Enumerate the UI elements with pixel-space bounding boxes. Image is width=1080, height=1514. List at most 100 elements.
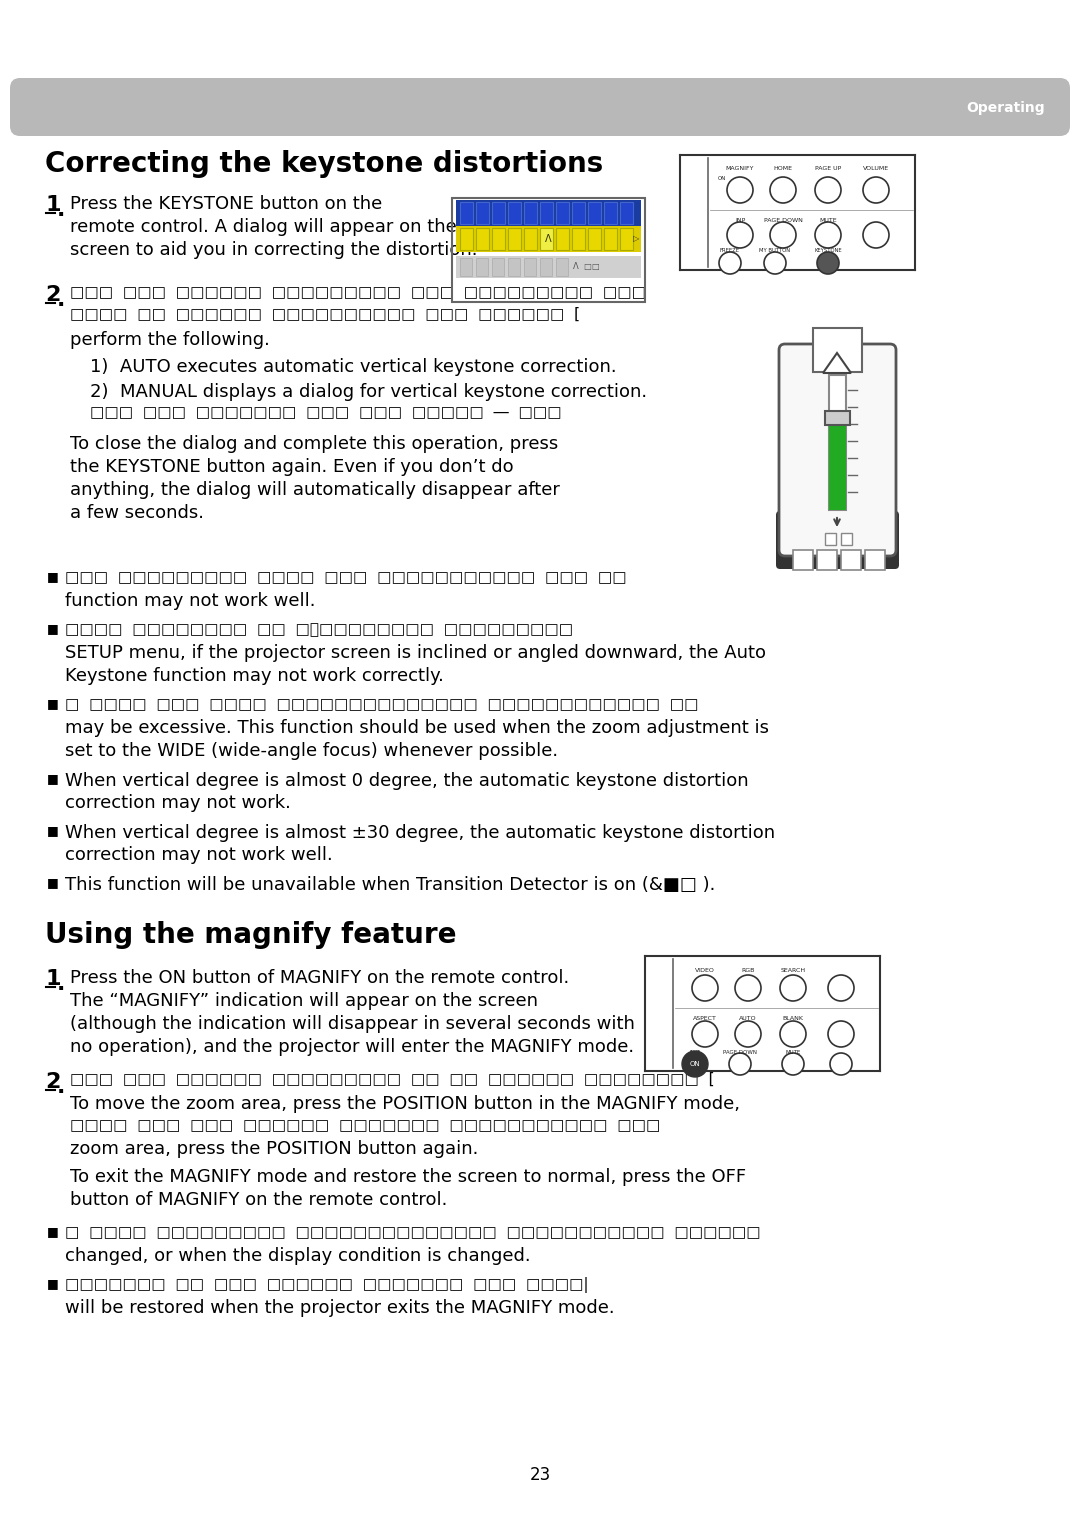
Text: .: . xyxy=(57,291,66,310)
Text: BLANK: BLANK xyxy=(783,1016,804,1022)
Text: □□□  □□□  □□□□□□□  □□□  □□□  □□□□□  ―  □□□: □□□ □□□ □□□□□□□ □□□ □□□ □□□□□ ― □□□ xyxy=(90,406,562,419)
Circle shape xyxy=(729,1054,751,1075)
Text: □□□□□□□  □□  □□□  □□□□□□  □□□□□□□  □□□  □□□□|: □□□□□□□ □□ □□□ □□□□□□ □□□□□□□ □□□ □□□□| xyxy=(65,1276,589,1293)
Text: ■: ■ xyxy=(48,824,58,837)
Text: ON: ON xyxy=(690,1061,700,1067)
FancyBboxPatch shape xyxy=(456,256,642,279)
Text: no operation), and the projector will enter the MAGNIFY mode.: no operation), and the projector will en… xyxy=(70,1039,634,1055)
Text: ■: ■ xyxy=(48,696,58,710)
Bar xyxy=(865,550,885,569)
Text: changed, or when the display condition is changed.: changed, or when the display condition i… xyxy=(65,1248,530,1266)
FancyBboxPatch shape xyxy=(588,229,600,250)
Text: ▷: ▷ xyxy=(633,235,639,244)
Text: ■: ■ xyxy=(48,1276,58,1290)
Text: FREEZE: FREEZE xyxy=(720,248,740,253)
Bar xyxy=(825,533,836,545)
Text: a few seconds.: a few seconds. xyxy=(70,504,204,522)
Text: To exit the MAGNIFY mode and restore the screen to normal, press the OFF: To exit the MAGNIFY mode and restore the… xyxy=(70,1167,746,1185)
Circle shape xyxy=(719,251,741,274)
FancyBboxPatch shape xyxy=(620,229,633,250)
FancyBboxPatch shape xyxy=(10,79,1070,136)
Bar xyxy=(829,375,846,510)
Text: function may not work well.: function may not work well. xyxy=(65,592,315,610)
FancyBboxPatch shape xyxy=(620,201,633,224)
FancyBboxPatch shape xyxy=(476,257,488,276)
FancyBboxPatch shape xyxy=(556,229,569,250)
FancyBboxPatch shape xyxy=(777,512,899,569)
FancyBboxPatch shape xyxy=(572,229,585,250)
Text: AUTO: AUTO xyxy=(739,1016,757,1022)
Circle shape xyxy=(815,223,841,248)
Text: □□□□  □□□□□□□□  □□  □⎕□□□□□□□□  □□□□□□□□□: □□□□ □□□□□□□□ □□ □⎕□□□□□□□□ □□□□□□□□□ xyxy=(65,622,573,637)
FancyBboxPatch shape xyxy=(540,229,553,250)
Text: remote control. A dialog will appear on the: remote control. A dialog will appear on … xyxy=(70,218,457,236)
Circle shape xyxy=(692,1020,718,1048)
FancyBboxPatch shape xyxy=(813,329,862,372)
Text: .: . xyxy=(57,200,66,220)
Text: screen to aid you in correcting the distortion.: screen to aid you in correcting the dist… xyxy=(70,241,477,259)
Polygon shape xyxy=(823,353,851,372)
Circle shape xyxy=(770,177,796,203)
Circle shape xyxy=(735,1020,761,1048)
Text: Λ  □□: Λ □□ xyxy=(573,262,599,271)
Text: The “MAGNIFY” indication will appear on the screen: The “MAGNIFY” indication will appear on … xyxy=(70,992,538,1010)
FancyBboxPatch shape xyxy=(588,201,600,224)
Text: Press the KEYSTONE button on the: Press the KEYSTONE button on the xyxy=(70,195,382,213)
Circle shape xyxy=(780,975,806,1001)
Text: □  □□□□  □□□□□□□□□  □□□□□□□□□□□□□□  □□□□□□□□□□□  □□□□□□: □ □□□□ □□□□□□□□□ □□□□□□□□□□□□□□ □□□□□□□□… xyxy=(65,1225,760,1240)
Text: To close the dialog and complete this operation, press: To close the dialog and complete this op… xyxy=(70,435,558,453)
Text: Λ: Λ xyxy=(544,235,551,244)
Text: ON: ON xyxy=(718,177,726,182)
Text: INP: INP xyxy=(734,218,745,223)
FancyBboxPatch shape xyxy=(460,229,473,250)
Text: □□□□  □□  □□□□□□  □□□□□□□□□□  □□□  □□□□□□  [: □□□□ □□ □□□□□□ □□□□□□□□□□ □□□ □□□□□□ [ xyxy=(70,307,580,322)
Circle shape xyxy=(831,1054,852,1075)
Text: HOME: HOME xyxy=(773,167,793,171)
Text: correction may not work well.: correction may not work well. xyxy=(65,846,333,864)
Text: .: . xyxy=(57,1076,66,1098)
Text: IN/T: IN/T xyxy=(689,1049,701,1054)
Text: When vertical degree is almost ±30 degree, the automatic keystone distortion: When vertical degree is almost ±30 degre… xyxy=(65,824,775,842)
Text: ■: ■ xyxy=(48,622,58,634)
Bar xyxy=(841,533,852,545)
Text: Keystone function may not work correctly.: Keystone function may not work correctly… xyxy=(65,668,444,684)
FancyBboxPatch shape xyxy=(524,257,536,276)
Circle shape xyxy=(815,177,841,203)
Text: 2)  MANUAL displays a dialog for vertical keystone correction.: 2) MANUAL displays a dialog for vertical… xyxy=(90,383,647,401)
Circle shape xyxy=(780,1020,806,1048)
FancyBboxPatch shape xyxy=(540,257,552,276)
Text: When vertical degree is almost 0 degree, the automatic keystone distortion: When vertical degree is almost 0 degree,… xyxy=(65,772,748,790)
Text: □  □□□□  □□□  □□□□  □□□□□□□□□□□□□□  □□□□□□□□□□□□  □□: □ □□□□ □□□ □□□□ □□□□□□□□□□□□□□ □□□□□□□□□… xyxy=(65,696,699,712)
Circle shape xyxy=(681,1051,708,1076)
Text: ■: ■ xyxy=(48,569,58,583)
Text: VIDEO: VIDEO xyxy=(696,967,715,972)
Text: □□□  □□□  □□□□□□  □□□□□□□□□  □□  □□  □□□□□□  □□□□□□□□  [: □□□ □□□ □□□□□□ □□□□□□□□□ □□ □□ □□□□□□ □□… xyxy=(70,1072,715,1087)
Text: PAGE UP: PAGE UP xyxy=(815,167,841,171)
FancyBboxPatch shape xyxy=(508,201,521,224)
Text: ■: ■ xyxy=(48,1225,58,1238)
Text: .: . xyxy=(57,974,66,995)
Text: To move the zoom area, press the POSITION button in the MAGNIFY mode,: To move the zoom area, press the POSITIO… xyxy=(70,1095,740,1113)
Circle shape xyxy=(863,177,889,203)
Bar xyxy=(841,550,861,569)
Circle shape xyxy=(770,223,796,248)
Text: button of MAGNIFY on the remote control.: button of MAGNIFY on the remote control. xyxy=(70,1192,447,1210)
Text: KEYSTONE: KEYSTONE xyxy=(814,248,841,253)
Text: MAGNIFY: MAGNIFY xyxy=(726,167,754,171)
Circle shape xyxy=(692,975,718,1001)
FancyBboxPatch shape xyxy=(492,201,505,224)
Text: 1)  AUTO executes automatic vertical keystone correction.: 1) AUTO executes automatic vertical keys… xyxy=(90,357,617,375)
Bar xyxy=(825,410,850,425)
Text: 2: 2 xyxy=(45,1072,60,1092)
FancyBboxPatch shape xyxy=(476,229,489,250)
FancyBboxPatch shape xyxy=(460,201,473,224)
Text: □□□  □□□  □□□□□□  □□□□□□□□□  □□□  □□□□□□□□□  □□□: □□□ □□□ □□□□□□ □□□□□□□□□ □□□ □□□□□□□□□ □… xyxy=(70,285,646,300)
Circle shape xyxy=(828,975,854,1001)
Text: correction may not work.: correction may not work. xyxy=(65,793,291,812)
FancyBboxPatch shape xyxy=(604,201,617,224)
Text: SEARCH: SEARCH xyxy=(781,967,806,972)
Text: □□□  □□□□□□□□□  □□□□  □□□  □□□□□□□□□□□  □□□  □□: □□□ □□□□□□□□□ □□□□ □□□ □□□□□□□□□□□ □□□ □… xyxy=(65,569,626,584)
Text: RGB: RGB xyxy=(741,967,755,972)
Text: MY BUTTON: MY BUTTON xyxy=(759,248,791,253)
FancyBboxPatch shape xyxy=(492,257,504,276)
